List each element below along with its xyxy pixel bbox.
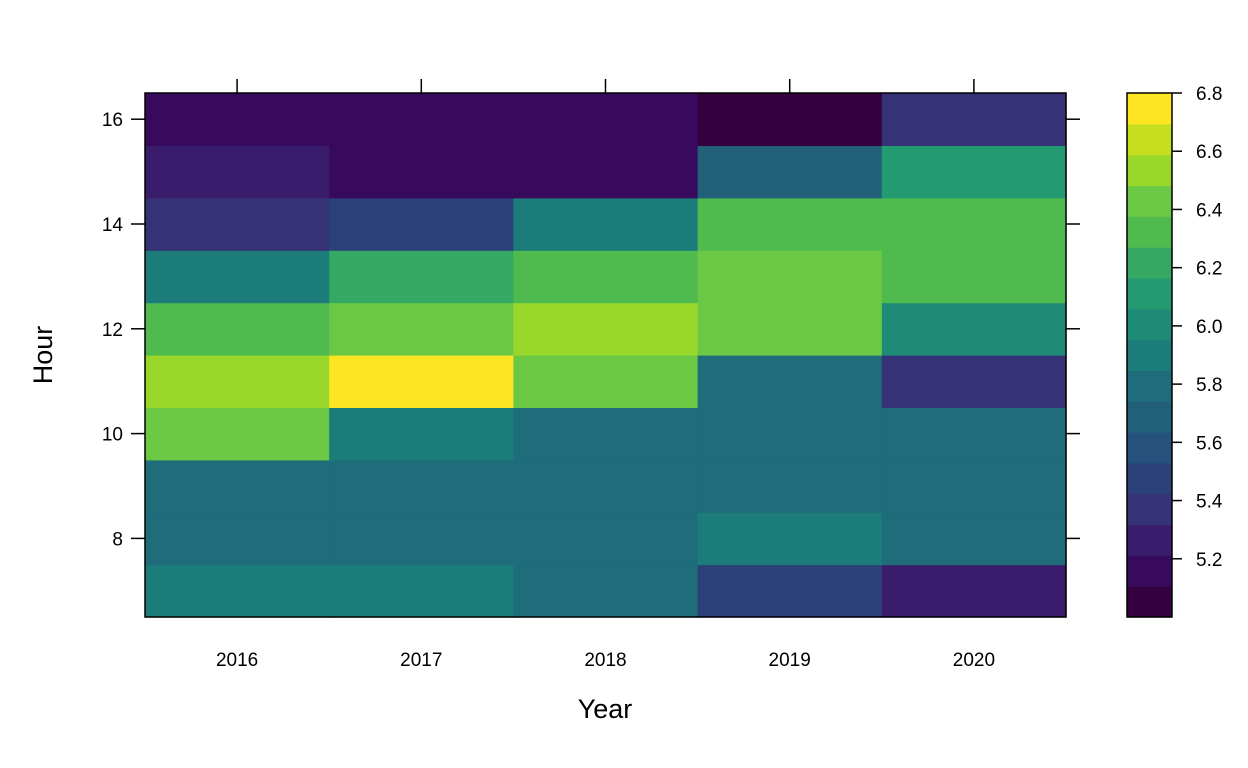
heatmap-cell-2019-13: [697, 250, 883, 304]
heatmap-cell-2018-11: [513, 355, 699, 408]
x-tick-label: 2017: [400, 650, 442, 671]
colorbar: 5.2 5.4 5.6 5.8 6.0 6.2 6.4 6.6 6.8: [1126, 84, 1223, 618]
colorbar-step: [1127, 185, 1172, 217]
y-tick-label: 10: [102, 425, 123, 446]
colorbar-step: [1127, 432, 1172, 464]
heatmap-cell-2017-11: [329, 355, 514, 408]
x-tick-label: 2020: [953, 650, 995, 671]
heatmap-cell-2018-8: [513, 512, 699, 566]
heatmap-cell-2017-9: [329, 459, 514, 513]
heatmap-cell-2017-16: [329, 93, 514, 146]
heatmap-cell-2017-7: [329, 564, 514, 618]
heatmap-cell-2016-10: [145, 407, 330, 461]
colorbar-step: [1127, 462, 1172, 495]
heatmap-cell-2020-14: [881, 197, 1067, 251]
colorbar-tick-label: 6.8: [1196, 84, 1222, 105]
x-tick-label: 2018: [584, 650, 626, 671]
colorbar-step: [1127, 586, 1172, 618]
colorbar-step: [1127, 493, 1172, 526]
heatmap-cell-2019-11: [697, 355, 883, 408]
x-tick-label: 2019: [769, 650, 811, 671]
colorbar-step: [1127, 247, 1172, 279]
x-tick-label: 2016: [216, 650, 258, 671]
colorbar-tick-label: 5.8: [1196, 375, 1222, 396]
y-tick-label: 12: [102, 320, 123, 341]
heatmap-cell-2016-15: [145, 145, 330, 199]
heatmap-cell-2020-15: [881, 145, 1067, 199]
colorbar-tick-label: 5.2: [1196, 550, 1222, 571]
heatmap-cell-2020-8: [881, 512, 1067, 566]
colorbar-tick-label: 6.4: [1196, 200, 1223, 221]
heatmap-cell-2019-16: [697, 93, 883, 146]
colorbar-step: [1127, 308, 1172, 341]
colorbar-tick-label: 6.0: [1196, 317, 1222, 338]
heatmap-cell-2018-10: [513, 407, 699, 461]
heatmap-cell-2019-15: [697, 145, 883, 199]
colorbar-step: [1127, 154, 1172, 187]
heatmap-cell-2018-9: [513, 459, 699, 513]
x-axis: 2016 2017 2018 2019 2020: [216, 79, 995, 671]
heatmap-cell-2019-14: [697, 197, 883, 251]
heatmap-cell-2016-16: [145, 93, 330, 146]
heatmap-cell-2018-15: [513, 145, 699, 199]
heatmap-cell-2019-12: [697, 302, 883, 356]
colorbar-tick-label: 6.6: [1196, 142, 1222, 163]
heatmap-cell-2018-13: [513, 250, 699, 304]
heatmap-cell-2017-8: [329, 512, 514, 566]
heatmap-cell-2016-9: [145, 459, 330, 513]
heatmap-cell-2016-11: [145, 355, 330, 408]
colorbar-step: [1127, 555, 1172, 587]
colorbar-tick-label: 6.2: [1196, 259, 1222, 280]
x-axis-title: Year: [578, 694, 633, 724]
heatmap-cell-2019-7: [697, 564, 883, 618]
heatmap-cell-2018-7: [513, 564, 699, 618]
colorbar-step: [1127, 123, 1172, 156]
heatmap-cell-2020-13: [881, 250, 1067, 304]
colorbar-tick-label: 5.4: [1196, 492, 1223, 513]
heatmap-cell-2019-9: [697, 459, 883, 513]
colorbar-step: [1127, 216, 1172, 248]
y-axis-title: Hour: [28, 326, 58, 385]
colorbar-step: [1127, 93, 1172, 125]
heatmap-cell-2017-12: [329, 302, 514, 356]
heatmap-cell-2020-12: [881, 302, 1067, 356]
y-tick-label: 14: [102, 215, 124, 236]
heatmap-cell-2016-14: [145, 197, 330, 251]
heatmap-cell-2018-16: [513, 93, 699, 146]
heatmap-cell-2016-12: [145, 302, 330, 356]
colorbar-tick-label: 5.6: [1196, 433, 1222, 454]
colorbar-frame: [1126, 92, 1173, 618]
heatmap-cell-2017-13: [329, 250, 514, 304]
heatmap-cell-2018-12: [513, 302, 699, 356]
heatmap-cell-2016-13: [145, 250, 330, 304]
y-tick-label: 8: [112, 529, 123, 550]
colorbar-step: [1127, 339, 1172, 372]
y-tick-label: 16: [102, 110, 123, 131]
colorbar-step: [1127, 401, 1172, 433]
heatmap-cell-2016-8: [145, 512, 330, 566]
heatmap-cell-2017-15: [329, 145, 514, 199]
heatmap-cell-2020-11: [881, 355, 1067, 408]
heatmap-cell-2017-10: [329, 407, 514, 461]
heatmap-cell-2020-7: [881, 564, 1067, 618]
heatmap-cell-2019-8: [697, 512, 883, 566]
heatmap-cell-2020-16: [881, 93, 1067, 146]
colorbar-step: [1127, 370, 1172, 402]
heatmap-cell-2016-7: [145, 564, 330, 618]
colorbar-step: [1127, 277, 1172, 310]
heatmap-cell-2018-14: [513, 197, 699, 251]
colorbar-step: [1127, 524, 1172, 556]
heatmap-cell-2020-9: [881, 459, 1067, 513]
heatmap-cells: [145, 93, 1067, 618]
heatmap-cell-2020-10: [881, 407, 1067, 461]
y-axis: 8 10 12 14 16: [102, 110, 1080, 550]
heatmap-cell-2019-10: [697, 407, 883, 461]
heatmap-cell-2017-14: [329, 197, 514, 251]
